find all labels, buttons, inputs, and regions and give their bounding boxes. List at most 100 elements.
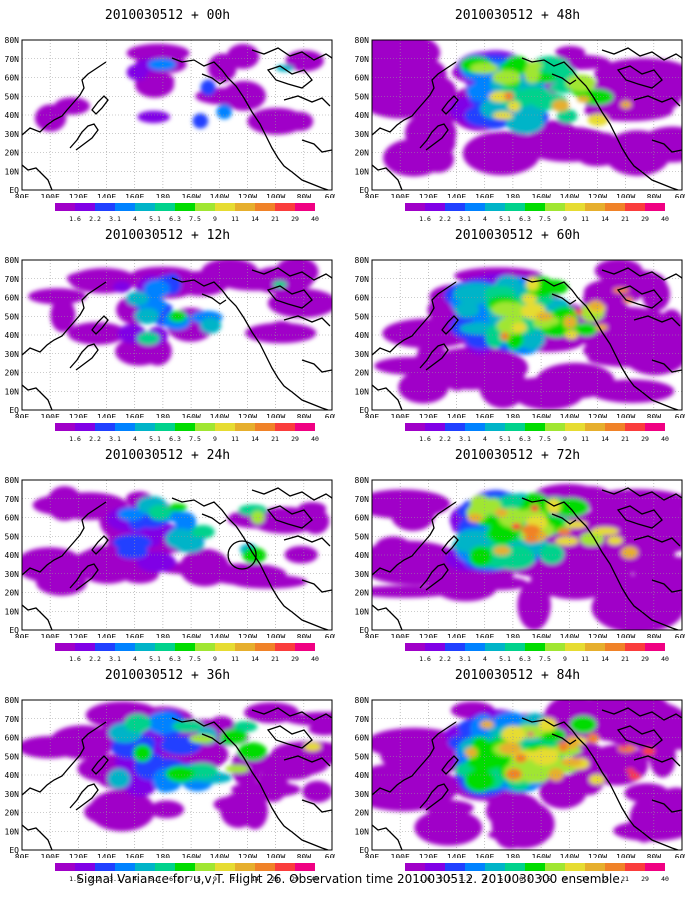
colorbar-swatch	[115, 203, 135, 211]
colorbar-swatch	[295, 203, 315, 211]
variance-region	[372, 489, 451, 519]
colorbar-level-label: 6.3	[169, 435, 181, 443]
lat-tick-label: 10N	[355, 827, 370, 836]
lon-tick-label: 180	[506, 853, 521, 858]
lon-tick-label: 160W	[531, 853, 550, 858]
lon-tick-label: 160E	[125, 633, 144, 638]
colorbar-level-label: 4	[483, 655, 487, 663]
lat-tick-label: 80N	[5, 36, 20, 45]
lon-tick-label: 60W	[675, 633, 685, 638]
graticule	[372, 700, 682, 850]
variance-region	[511, 322, 527, 333]
colorbar-level-label: 29	[641, 435, 649, 443]
colorbar-level-label: 3.1	[109, 215, 121, 223]
variance-shading	[372, 40, 682, 177]
colorbar-swatch	[625, 203, 645, 211]
variance-region	[466, 753, 503, 771]
lat-tick-label: 80N	[355, 256, 370, 265]
variance-region	[302, 780, 332, 803]
lat-tick-label: 20N	[355, 369, 370, 378]
variance-region	[142, 72, 175, 88]
lon-tick-label: 120E	[419, 633, 438, 638]
lon-tick-label: 100E	[41, 853, 60, 858]
colorbar-swatch	[545, 423, 565, 431]
lon-tick-label: 180	[506, 193, 521, 198]
variance-region	[485, 325, 505, 349]
coastlines	[22, 47, 332, 190]
colorbar-swatch	[195, 643, 215, 651]
colorbar-level-label: 14	[251, 435, 259, 443]
variance-region	[507, 101, 520, 112]
variance-region	[191, 525, 215, 539]
variance-region	[625, 768, 635, 773]
colorbar-level-label: 11	[231, 655, 239, 663]
lat-tick-label: 70N	[355, 495, 370, 504]
variance-region	[112, 281, 132, 293]
colorbar-level-label: 29	[291, 655, 299, 663]
variance-shading	[374, 260, 682, 410]
colorbar-swatch	[235, 643, 255, 651]
variance-region	[501, 725, 526, 743]
lat-tick-label: 70N	[5, 715, 20, 724]
colorbar-level-label: 14	[601, 875, 609, 883]
lat-tick-label: 30N	[5, 570, 20, 579]
lat-tick-label: 50N	[355, 92, 370, 101]
colorbar-swatch	[75, 423, 95, 431]
colorbar-level-label: 14	[601, 435, 609, 443]
variance-region	[225, 764, 250, 774]
colorbar-level-label: 9	[563, 655, 567, 663]
colorbar-level-label: 2.2	[89, 435, 101, 443]
variance-region	[136, 551, 176, 573]
colorbar-level-label: 6.3	[519, 215, 531, 223]
lon-tick-label: 140W	[210, 853, 229, 858]
variance-region	[548, 767, 564, 781]
variance-region	[464, 769, 495, 793]
variance-region	[226, 43, 260, 69]
colorbar-level-label: 40	[661, 875, 669, 883]
variance-region	[200, 317, 222, 334]
lon-tick-label: 100W	[616, 633, 635, 638]
colorbar-swatch	[485, 423, 505, 431]
lat-tick-label: 20N	[355, 149, 370, 158]
colorbar-level-label: 1.6	[419, 875, 431, 883]
colorbar-swatch	[525, 423, 545, 431]
lat-tick-label: EQ	[9, 406, 19, 415]
map-panel-p84: 2010030512 + 84h 80N 70N 60N 50N 40N 30N 20N 10N…	[350, 668, 685, 883]
lat-tick-label: 40N	[5, 771, 20, 780]
variance-region	[493, 111, 514, 120]
variance-region	[414, 809, 483, 846]
variance-region	[574, 323, 598, 337]
variance-region	[642, 746, 656, 756]
colorbar-level-label: 2.2	[89, 215, 101, 223]
colorbar-swatch	[625, 863, 645, 871]
colorbar-swatch	[545, 863, 565, 871]
colorbar-swatch	[155, 643, 175, 651]
variance-region	[640, 126, 682, 163]
lat-tick-label: 40N	[355, 331, 370, 340]
colorbar-level-label: 4	[483, 215, 487, 223]
variance-region	[533, 319, 553, 329]
variance-region	[522, 293, 537, 304]
variance-region	[165, 765, 195, 782]
colorbar-level-label: 3.1	[459, 435, 471, 443]
colorbar-swatch	[405, 863, 425, 871]
variance-region	[587, 733, 600, 744]
lon-tick-label: 180	[506, 413, 521, 418]
lon-tick-label: 100W	[266, 413, 285, 418]
lon-tick-label: 160W	[181, 413, 200, 418]
variance-region	[524, 65, 540, 84]
colorbar-level-label: 40	[311, 655, 319, 663]
lon-tick-label: 120E	[419, 413, 438, 418]
colorbar-level-label: 11	[581, 435, 589, 443]
variance-region	[143, 279, 171, 299]
variance-region	[552, 99, 570, 112]
colorbar-level-label: 3.1	[109, 435, 121, 443]
lon-tick-label: 60W	[325, 853, 335, 858]
lon-tick-label: 180	[156, 413, 171, 418]
variance-region	[579, 151, 616, 167]
colorbar-level-label: 3.1	[459, 655, 471, 663]
colorbar-level-label: 40	[311, 875, 319, 883]
colorbar-level-label: 9	[213, 435, 217, 443]
variance-region	[511, 523, 522, 530]
variance-region	[216, 104, 233, 120]
